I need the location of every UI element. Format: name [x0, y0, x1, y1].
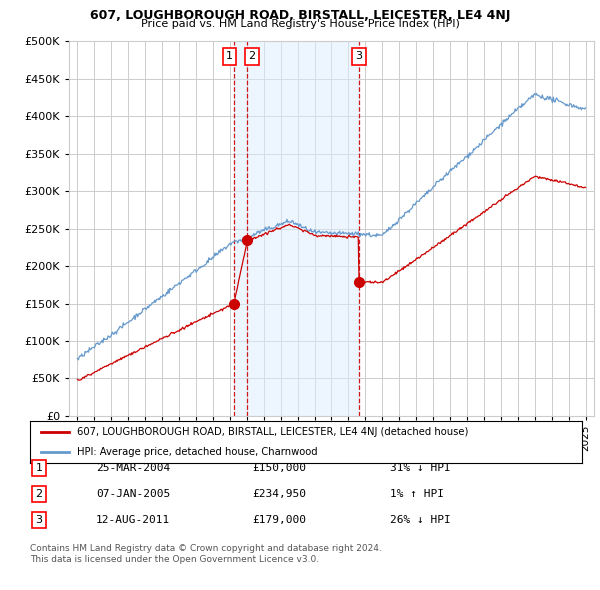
Text: 2: 2	[248, 51, 256, 61]
Text: 12-AUG-2011: 12-AUG-2011	[96, 515, 170, 525]
Text: £150,000: £150,000	[252, 463, 306, 473]
Text: Price paid vs. HM Land Registry's House Price Index (HPI): Price paid vs. HM Land Registry's House …	[140, 19, 460, 30]
Text: 607, LOUGHBOROUGH ROAD, BIRSTALL, LEICESTER, LE4 4NJ: 607, LOUGHBOROUGH ROAD, BIRSTALL, LEICES…	[90, 9, 510, 22]
Text: 07-JAN-2005: 07-JAN-2005	[96, 489, 170, 499]
Text: £234,950: £234,950	[252, 489, 306, 499]
Text: 1: 1	[226, 51, 233, 61]
Text: 26% ↓ HPI: 26% ↓ HPI	[390, 515, 451, 525]
Text: HPI: Average price, detached house, Charnwood: HPI: Average price, detached house, Char…	[77, 447, 317, 457]
Text: 31% ↓ HPI: 31% ↓ HPI	[390, 463, 451, 473]
Text: 2: 2	[35, 489, 43, 499]
Text: Contains HM Land Registry data © Crown copyright and database right 2024.: Contains HM Land Registry data © Crown c…	[30, 545, 382, 553]
Text: 1% ↑ HPI: 1% ↑ HPI	[390, 489, 444, 499]
Text: 25-MAR-2004: 25-MAR-2004	[96, 463, 170, 473]
Text: 607, LOUGHBOROUGH ROAD, BIRSTALL, LEICESTER, LE4 4NJ (detached house): 607, LOUGHBOROUGH ROAD, BIRSTALL, LEICES…	[77, 427, 468, 437]
Text: 3: 3	[355, 51, 362, 61]
Text: 3: 3	[35, 515, 43, 525]
Text: £179,000: £179,000	[252, 515, 306, 525]
Bar	[234, 41, 359, 416]
Text: 1: 1	[35, 463, 43, 473]
Text: This data is licensed under the Open Government Licence v3.0.: This data is licensed under the Open Gov…	[30, 555, 319, 564]
